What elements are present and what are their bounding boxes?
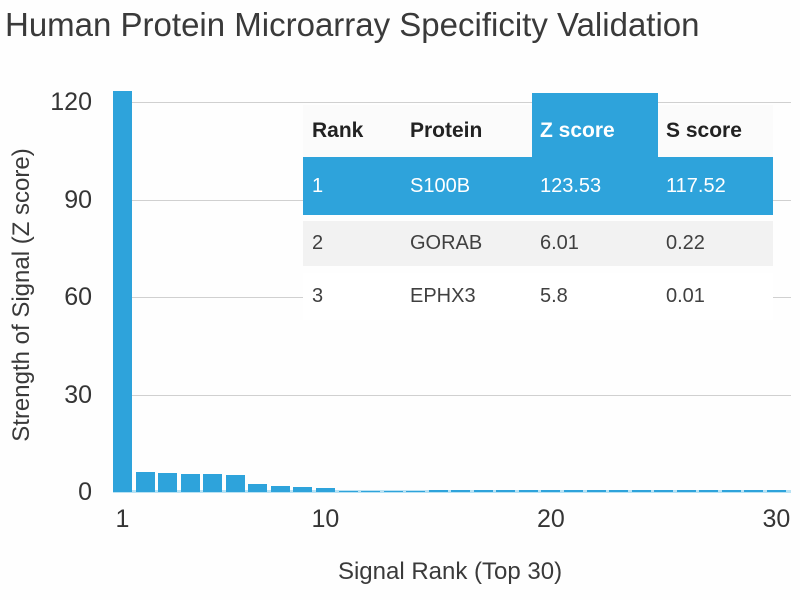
x-tick-label-10: 10	[311, 505, 340, 533]
x-tick-label-30: 30	[762, 505, 791, 533]
gridline-y120	[113, 102, 791, 103]
y-tick-label-30: 30	[64, 380, 92, 409]
protein-value: S100B	[410, 175, 471, 197]
col-header-sscore: S score	[666, 119, 742, 142]
bar-rank-14	[406, 490, 426, 492]
x-axis-label: Signal Rank (Top 30)	[337, 558, 563, 585]
bar-rank-18	[496, 489, 516, 492]
col-header-zscore: Z score	[540, 119, 615, 142]
y-tick-label-0: 0	[78, 478, 92, 506]
rank-value: 3	[312, 285, 324, 307]
table-row-3: 3 EPHX3 5.8 0.01	[303, 273, 773, 320]
bar-rank-16	[451, 489, 471, 492]
bar-rank-8	[270, 485, 290, 492]
bar-rank-7	[248, 484, 268, 492]
rank-value: 2	[312, 232, 324, 254]
bar-rank-22	[586, 489, 606, 492]
col-header-protein: Protein	[410, 119, 483, 142]
table-row-2: 2 GORAB 6.01 0.22	[303, 221, 773, 266]
bar-rank-23	[609, 489, 629, 492]
bar-rank-17	[473, 489, 493, 492]
bar-rank-29	[744, 489, 764, 492]
bar-rank-20	[541, 489, 561, 492]
bar-rank-12	[361, 490, 381, 492]
x-tick-label-20: 20	[537, 505, 565, 533]
zscore-value: 6.01	[540, 232, 579, 254]
table-row-1-highlighted: 1 S100B 123.53 117.52	[303, 157, 773, 215]
bar-rank-1	[113, 90, 132, 492]
bar-rank-11	[338, 490, 358, 492]
y-tick-label-90: 90	[64, 185, 92, 214]
protein-value: GORAB	[410, 232, 483, 254]
bar-rank-26	[676, 489, 696, 492]
sscore-value: 0.01	[666, 285, 705, 307]
bar-rank-9	[293, 486, 313, 492]
chart-title: Human Protein Microarray Specificity Val…	[5, 6, 700, 43]
bar-rank-4	[180, 473, 200, 492]
zscore-value: 5.8	[540, 285, 568, 307]
bar-rank-6	[225, 475, 245, 492]
sscore-value: 117.52	[666, 175, 726, 197]
bar-rank-2	[135, 472, 155, 492]
x-tick-label-1: 1	[115, 505, 130, 533]
bar-rank-28	[721, 489, 741, 492]
gridline-y30	[113, 394, 791, 396]
bar-rank-19	[518, 489, 538, 492]
bar-rank-21	[564, 489, 583, 492]
rank-value: 1	[312, 175, 324, 197]
y-tick-label-120: 120	[50, 88, 92, 116]
protein-value: EPHX3	[410, 285, 476, 307]
sscore-value: 0.22	[666, 232, 705, 254]
bar-rank-24	[631, 489, 651, 492]
bar-rank-25	[654, 489, 674, 492]
bar-rank-15	[428, 489, 448, 492]
bar-rank-30	[766, 489, 786, 492]
zscore-value: 123.53	[540, 175, 602, 197]
bar-rank-27	[699, 489, 719, 492]
bar-rank-13	[383, 490, 403, 492]
y-tick-label-60: 60	[64, 283, 92, 311]
z-score-header-highlight	[532, 93, 658, 157]
bar-rank-10	[315, 488, 335, 492]
col-header-rank: Rank	[312, 119, 364, 142]
bar-rank-3	[158, 473, 178, 492]
specificity-table: Rank Protein Z score S score 1 S100B 123…	[303, 93, 773, 328]
bar-rank-5	[203, 474, 223, 492]
